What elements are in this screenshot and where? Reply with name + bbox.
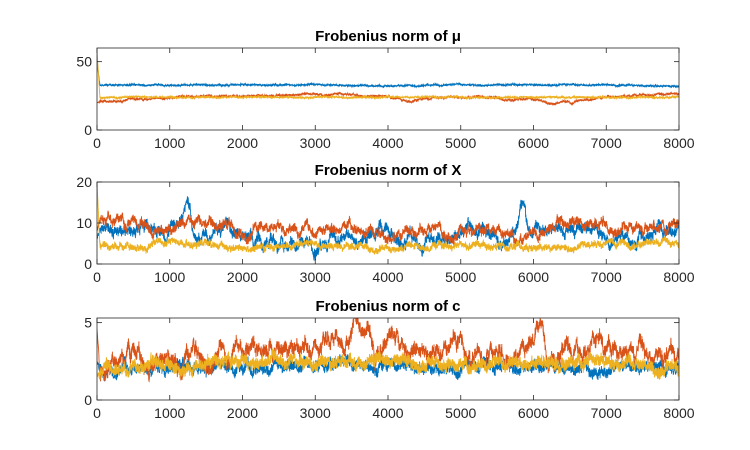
x-tick-label: 3000 (300, 135, 331, 151)
x-tick-label: 5000 (445, 269, 476, 285)
series-2-line (97, 91, 679, 106)
subplot-title: Frobenius norm of c (315, 298, 460, 315)
series-1-line (97, 196, 679, 261)
x-tick-label: 4000 (372, 135, 403, 151)
y-tick-label: 0 (84, 256, 92, 272)
x-tick-label: 4000 (372, 269, 403, 285)
x-tick-label: 3000 (300, 405, 331, 421)
x-tick-label: 8000 (663, 135, 694, 151)
x-tick-label: 2000 (227, 135, 258, 151)
x-tick-label: 4000 (372, 405, 403, 421)
series-2-line (97, 209, 679, 247)
y-tick-label: 5 (84, 315, 92, 331)
y-tick-label: 0 (84, 392, 92, 408)
series-1-line (97, 61, 679, 89)
x-tick-label: 1000 (154, 135, 185, 151)
y-tick-label: 0 (84, 122, 92, 138)
x-tick-label: 8000 (663, 269, 694, 285)
x-tick-label: 5000 (445, 135, 476, 151)
series-3-line (97, 50, 679, 101)
x-tick-label: 7000 (591, 405, 622, 421)
x-tick-label: 2000 (227, 405, 258, 421)
x-tick-label: 3000 (300, 269, 331, 285)
axes-box (96, 47, 680, 131)
x-tick-label: 8000 (663, 405, 694, 421)
subplot-title: Frobenius norm of X (315, 162, 462, 179)
series-3-line (97, 182, 679, 255)
x-tick-label: 7000 (591, 135, 622, 151)
x-tick-label: 6000 (518, 269, 549, 285)
x-tick-label: 6000 (518, 135, 549, 151)
x-tick-label: 5000 (445, 405, 476, 421)
x-tick-label: 1000 (154, 405, 185, 421)
x-tick-label: 1000 (154, 269, 185, 285)
subplot-1: 0 1000 2000 3000 4000 5000 6000 7000 8000 0 50 Frob… (76, 28, 694, 151)
x-tick-label: 2000 (227, 269, 258, 285)
x-tick-label: 0 (93, 269, 101, 285)
x-tick-label: 7000 (591, 269, 622, 285)
y-tick-label: 10 (76, 215, 92, 231)
y-tick-label: 50 (76, 54, 92, 70)
y-tick-label: 20 (76, 174, 92, 190)
series-2-line (97, 318, 679, 383)
x-tick-label: 0 (93, 135, 101, 151)
x-tick-label: 6000 (518, 405, 549, 421)
subplot-3: 0 1000 2000 3000 4000 5000 6000 7000 8000 0 5 Frobe… (84, 298, 695, 421)
x-tick-label: 0 (93, 405, 101, 421)
series-3-line (97, 348, 679, 380)
subplot-2: 0 1000 2000 3000 4000 5000 6000 7000 8000 0 10 20 Fr… (76, 162, 694, 285)
subplot-title: Frobenius norm of μ (315, 28, 461, 45)
